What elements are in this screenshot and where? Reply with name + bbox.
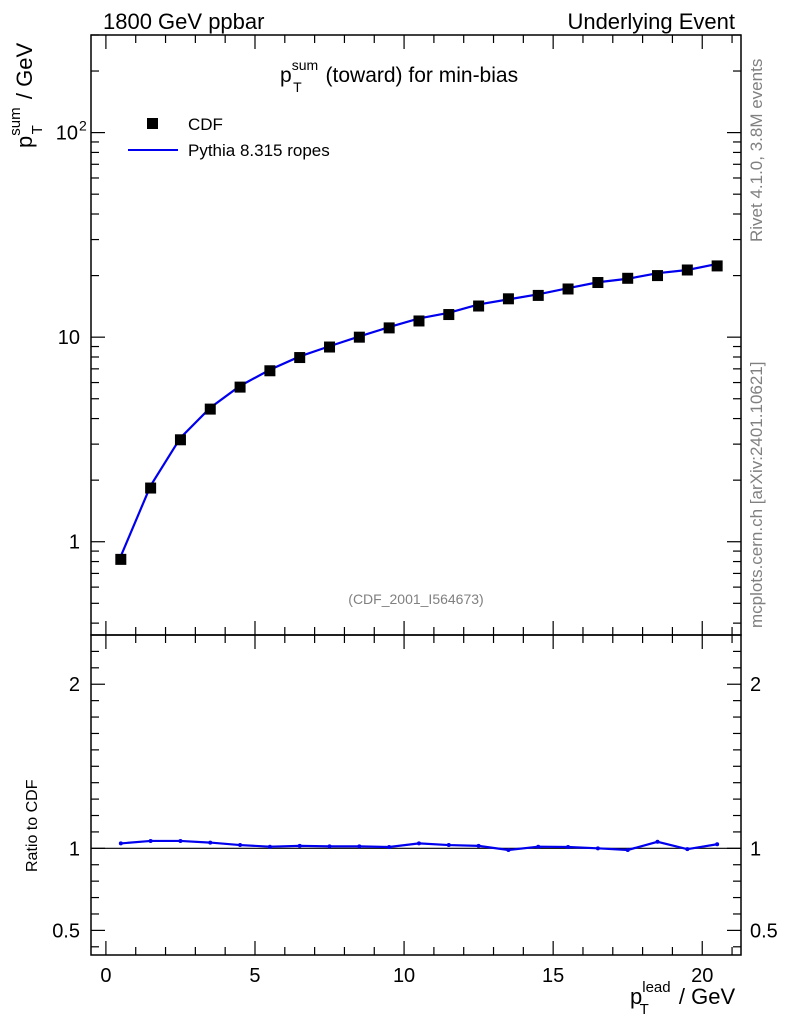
ratio-point <box>267 844 272 849</box>
cdf-data-point <box>711 260 723 272</box>
cdf-data-point <box>324 341 336 353</box>
ratio-point <box>178 838 183 843</box>
cdf-data-point <box>234 381 246 393</box>
ratio-y-tick-label: 0.5 <box>52 920 80 942</box>
cdf-data-point <box>294 352 306 364</box>
ratio-y-tick-label: 1 <box>69 838 80 860</box>
ratio-y-tick-label-right: 1 <box>750 838 761 860</box>
ratio-point <box>715 842 720 847</box>
ratio-point <box>625 847 630 852</box>
legend-mc-label: Pythia 8.315 ropes <box>188 141 330 160</box>
ratio-y-tick-label: 2 <box>69 674 80 696</box>
ratio-point <box>536 844 541 849</box>
ratio-y-label: Ratio to CDF <box>24 779 41 872</box>
cdf-data-point <box>532 289 544 301</box>
ratio-point <box>238 843 243 848</box>
header-left: 1800 GeV ppbar <box>103 9 264 34</box>
cdf-data-point <box>204 403 216 415</box>
cdf-data-point <box>383 322 395 334</box>
ratio-point <box>476 843 481 848</box>
ratio-point <box>416 841 421 846</box>
analysis-watermark: (CDF_2001_I564673) <box>348 591 483 607</box>
legend-cdf-marker <box>147 118 158 129</box>
cdf-data-point <box>562 283 574 295</box>
ratio-point <box>148 838 153 843</box>
cdf-data-point <box>622 272 634 284</box>
cdf-data-point <box>652 270 664 282</box>
cdf-data-point <box>353 331 365 343</box>
main-y-tick-label: 10 <box>58 327 80 349</box>
x-axis-label: plead T / GeV <box>630 979 735 1018</box>
rivet-label: Rivet 4.1.0, 3.8M events <box>747 59 766 242</box>
axis-ticks <box>91 34 741 955</box>
ratio-point <box>566 845 571 850</box>
x-tick-label: 10 <box>393 965 415 987</box>
cdf-data-point <box>145 482 157 494</box>
main-y-label: psum T / GeV <box>7 43 46 148</box>
ratio-point <box>297 843 302 848</box>
cdf-data-point <box>264 365 276 377</box>
cdf-data-point <box>443 309 455 321</box>
ratio-point <box>327 844 332 849</box>
cdf-data-point <box>502 293 514 305</box>
cdf-data-point <box>592 277 604 289</box>
header-right: Underlying Event <box>567 9 735 34</box>
main-title: psum T (toward) for min-bias <box>280 57 518 95</box>
ratio-point <box>506 847 511 852</box>
ratio-point <box>595 846 600 851</box>
ratio-y-tick-label-right: 2 <box>750 674 761 696</box>
data-marks <box>91 260 741 852</box>
x-tick-label: 20 <box>691 965 713 987</box>
main-y-tick-label: 1 <box>69 532 80 554</box>
ratio-point <box>118 841 123 846</box>
cdf-data-point <box>473 300 485 312</box>
ratio-y-tick-label-right: 0.5 <box>750 920 778 942</box>
main-y-tick-exponent: 2 <box>79 118 87 134</box>
ratio-point <box>357 844 362 849</box>
cdf-data-point <box>681 264 693 276</box>
ratio-point <box>446 843 451 848</box>
main-y-tick-label: 10 <box>56 123 78 145</box>
cdf-data-point <box>413 315 425 327</box>
ratio-point <box>387 845 392 850</box>
mcplots-label: mcplots.cern.ch [arXiv:2401.10621] <box>747 362 766 628</box>
x-tick-label: 15 <box>542 965 564 987</box>
x-tick-label: 5 <box>249 965 260 987</box>
cdf-data-point <box>174 434 186 446</box>
ratio-point <box>208 840 213 845</box>
ratio-panel-frame <box>90 634 742 956</box>
ratio-point <box>685 847 690 852</box>
legend-cdf-label: CDF <box>188 115 223 134</box>
cdf-data-point <box>115 553 127 565</box>
ratio-point <box>655 839 660 844</box>
x-tick-label: 0 <box>100 965 111 987</box>
